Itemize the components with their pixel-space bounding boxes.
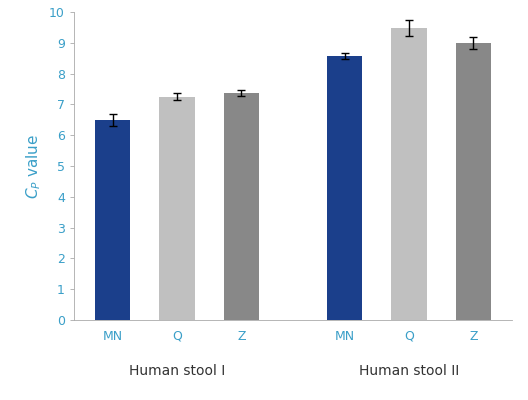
Bar bbox=[224, 93, 259, 320]
Text: Human stool II: Human stool II bbox=[359, 364, 459, 378]
Bar bbox=[391, 28, 427, 320]
Bar bbox=[95, 120, 130, 320]
Bar bbox=[456, 43, 491, 320]
Bar bbox=[159, 97, 195, 320]
Text: Human stool I: Human stool I bbox=[129, 364, 225, 378]
Bar bbox=[327, 56, 362, 320]
Y-axis label: $C_P$ value: $C_P$ value bbox=[25, 133, 43, 199]
